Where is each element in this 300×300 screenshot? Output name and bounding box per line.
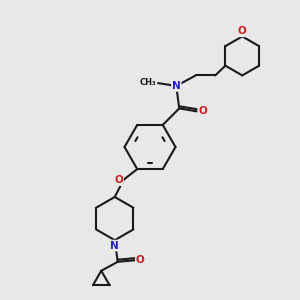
Text: CH₃: CH₃	[140, 78, 157, 87]
Text: N: N	[172, 81, 181, 91]
Text: O: O	[238, 26, 247, 36]
Text: O: O	[136, 255, 145, 265]
Text: N: N	[110, 241, 119, 250]
Text: O: O	[198, 106, 207, 116]
Text: O: O	[114, 175, 123, 185]
